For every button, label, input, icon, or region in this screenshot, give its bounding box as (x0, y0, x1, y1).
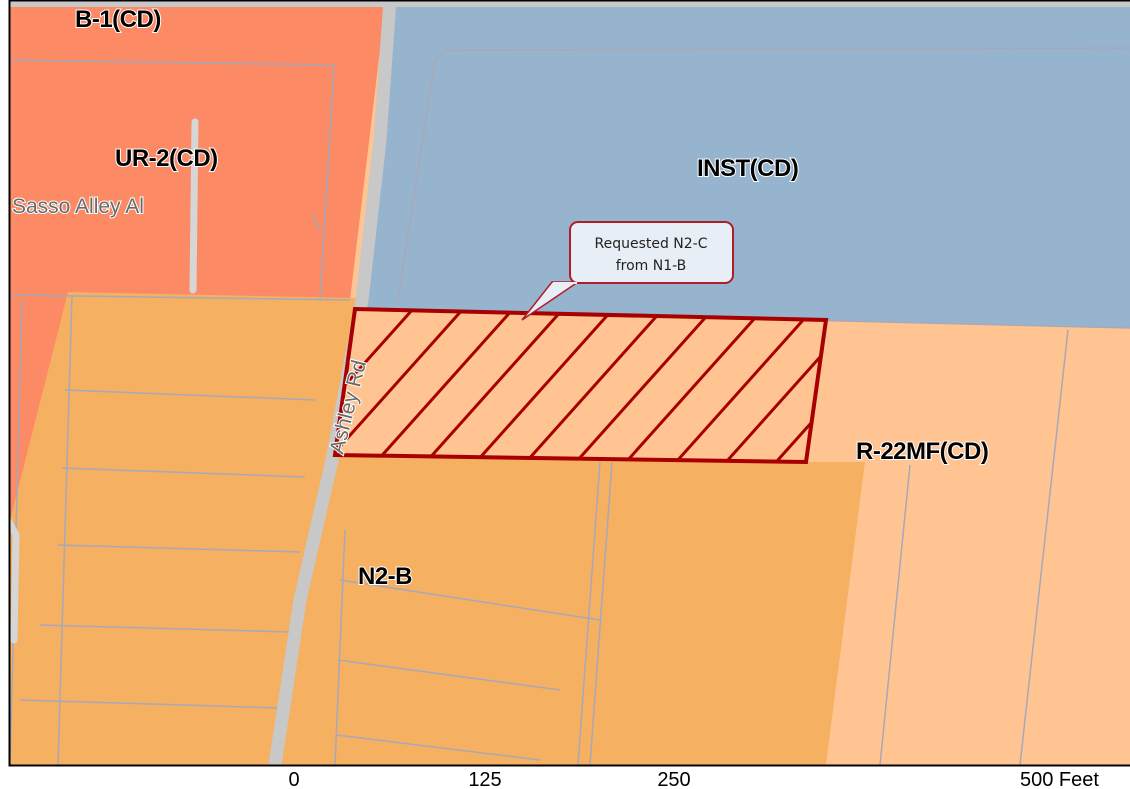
scale-tick-125: 125 (468, 769, 501, 789)
rezoning-callout: Requested N2-C from N1-B (521, 221, 734, 321)
callout-line1: Requested N2-C (594, 236, 707, 252)
scale-tick-500: 500 Feet (1020, 769, 1099, 789)
requested-parcel-outline (332, 306, 829, 465)
zone-label-b1: B-1(CD) (75, 6, 161, 33)
street-label-sasso: Sasso Alley Al (12, 195, 144, 218)
r22-zone (806, 320, 1130, 765)
zone-label-ur2: UR-2(CD) (115, 145, 218, 172)
scale-bar: 0 125 250 500 Feet (288, 769, 1099, 789)
callout-line2: from N1-B (616, 258, 687, 274)
scale-tick-250: 250 (657, 769, 690, 789)
parcel-lines (9, 47, 1130, 765)
zone-label-r22: R-22MF(CD) (856, 438, 988, 465)
scale-tick-0: 0 (288, 769, 299, 789)
map-frame (8, 0, 1130, 767)
n2b-zone (9, 292, 865, 765)
zone-label-n2b: N2-B (358, 563, 412, 590)
requested-parcel (332, 306, 829, 465)
zone-label-inst: INST(CD) (697, 155, 798, 182)
inst-zone (355, 0, 1130, 328)
sasso-alley-road (189, 118, 199, 294)
